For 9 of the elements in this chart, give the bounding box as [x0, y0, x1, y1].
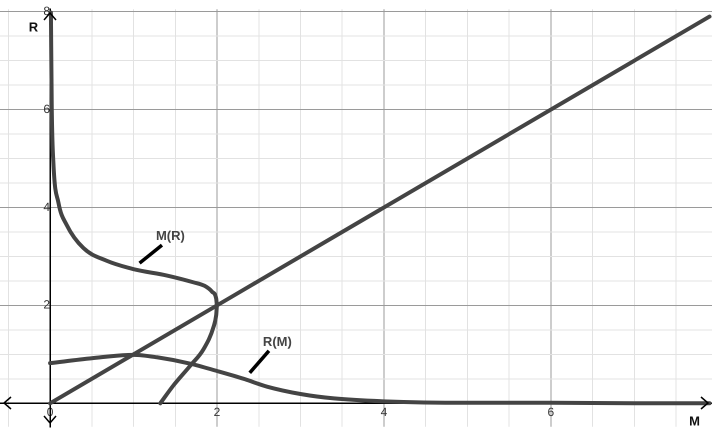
y-axis-title: R: [28, 19, 39, 34]
x-tick-label: 6: [548, 404, 555, 419]
x-tick-label: 2: [214, 404, 221, 419]
y-tick-label: 2: [43, 298, 50, 312]
text: R(M): [262, 334, 292, 349]
x-axis-title: M: [689, 413, 700, 428]
text: M(R): [156, 228, 185, 244]
x-tick-label: 4: [380, 404, 388, 419]
y-tick-label: 6: [43, 102, 50, 116]
